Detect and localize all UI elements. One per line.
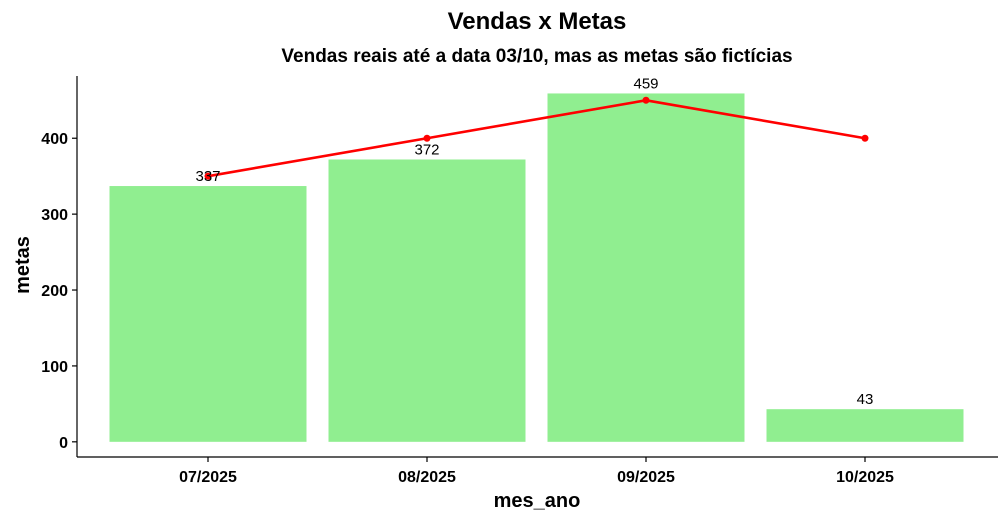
- bar-value-label: 337: [195, 168, 220, 185]
- bar: [547, 93, 745, 442]
- x-tick-label: 07/2025: [179, 469, 237, 486]
- goal-line: [207, 98, 866, 178]
- y-tick-label: 0: [59, 435, 68, 452]
- bar-value-label: 459: [633, 75, 658, 92]
- chart-subtitle: Vendas reais até a data 03/10, mas as me…: [281, 46, 792, 67]
- bar: [109, 186, 307, 442]
- y-tick-label: 400: [41, 131, 68, 148]
- x-tick-label: 09/2025: [617, 469, 675, 486]
- plot-area: 337 372 459 43 0 100 200 300 400 07/2025 08/2025 09…: [41, 75, 998, 486]
- y-tick-label: 300: [41, 207, 68, 224]
- y-tick-label: 100: [41, 359, 68, 376]
- x-tick-label: 10/2025: [836, 469, 894, 486]
- goal-point: [642, 96, 650, 104]
- bar: [766, 409, 964, 442]
- x-axis-title: mes_ano: [494, 490, 581, 512]
- goal-point: [204, 172, 212, 180]
- y-tick-label: 200: [41, 283, 68, 300]
- goal-point: [861, 134, 869, 142]
- bar-value-label: 372: [414, 141, 439, 158]
- bar: [328, 159, 526, 442]
- x-tick-label: 08/2025: [398, 469, 456, 486]
- chart-title: Vendas x Metas: [448, 8, 627, 35]
- bar-value-label: 43: [857, 391, 874, 408]
- goal-point: [423, 134, 431, 142]
- y-axis-title: metas: [12, 236, 34, 294]
